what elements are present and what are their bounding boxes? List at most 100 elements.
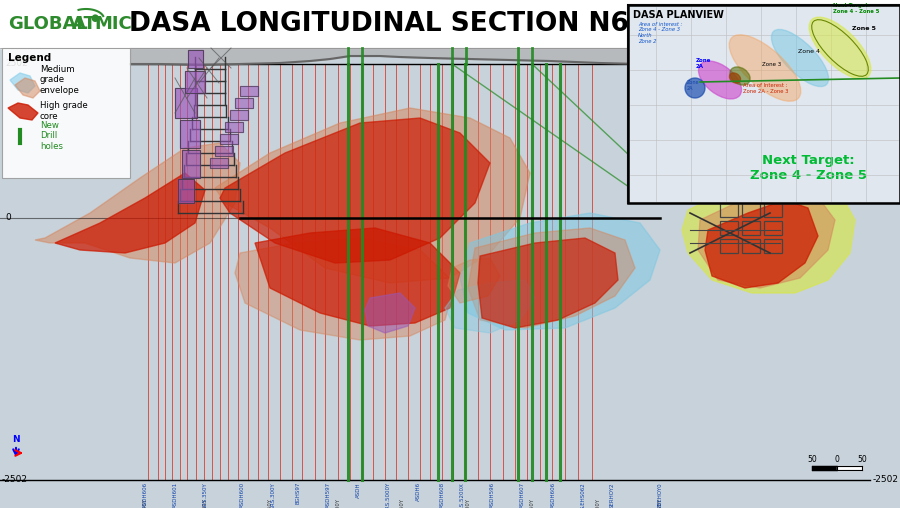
Text: ●: ● xyxy=(90,13,98,23)
Bar xyxy=(742,221,760,235)
Text: ASDH600: ASDH600 xyxy=(239,482,245,508)
Text: ASDH6: ASDH6 xyxy=(416,482,420,501)
Text: 359,750Y: 359,750Y xyxy=(400,498,404,508)
Bar xyxy=(742,239,760,253)
Polygon shape xyxy=(705,200,818,288)
Bar xyxy=(210,158,228,168)
Bar xyxy=(0,0,170,48)
Text: 360,500Y: 360,500Y xyxy=(596,498,600,508)
Polygon shape xyxy=(15,78,40,98)
Text: Zone 4: Zone 4 xyxy=(798,49,820,54)
Ellipse shape xyxy=(729,73,741,83)
Bar xyxy=(180,120,200,148)
Bar xyxy=(742,203,760,217)
Polygon shape xyxy=(682,178,855,293)
Text: ASDH597: ASDH597 xyxy=(326,482,330,508)
Bar xyxy=(188,50,203,68)
Bar xyxy=(182,150,200,178)
Text: 50: 50 xyxy=(807,455,817,464)
Ellipse shape xyxy=(809,17,871,79)
Text: 359,250Y: 359,250Y xyxy=(267,498,273,508)
Text: High grade
core: High grade core xyxy=(40,101,88,121)
Polygon shape xyxy=(698,188,835,288)
Bar xyxy=(628,5,900,203)
Polygon shape xyxy=(445,280,535,333)
Text: N: N xyxy=(13,435,20,444)
Polygon shape xyxy=(235,238,455,340)
Text: 50: 50 xyxy=(857,455,867,464)
Text: DASA LONGITUDINAL SECTION N60: DASA LONGITUDINAL SECTION N60 xyxy=(129,11,647,37)
Bar xyxy=(720,203,738,217)
Polygon shape xyxy=(215,108,530,283)
Polygon shape xyxy=(35,143,240,263)
Bar xyxy=(240,86,258,96)
Bar xyxy=(764,185,782,199)
Text: ASDH: ASDH xyxy=(356,482,361,498)
Bar xyxy=(175,88,197,118)
Text: S.EHS062: S.EHS062 xyxy=(580,482,586,508)
Bar xyxy=(235,98,253,108)
Bar xyxy=(188,50,203,68)
Bar xyxy=(764,239,782,253)
Text: ZBEHOY0: ZBEHOY0 xyxy=(658,482,662,507)
Bar xyxy=(2,48,130,178)
Bar xyxy=(628,5,900,203)
Bar xyxy=(764,221,782,235)
Text: Zone
2A: Zone 2A xyxy=(696,58,711,69)
Text: -2502: -2502 xyxy=(873,475,899,485)
Bar xyxy=(225,122,243,132)
Bar xyxy=(240,86,258,96)
Text: DASA PLANVIEW: DASA PLANVIEW xyxy=(633,10,724,20)
Bar xyxy=(720,221,738,235)
Bar xyxy=(0,0,900,48)
Polygon shape xyxy=(365,293,415,333)
Polygon shape xyxy=(255,228,460,326)
Bar xyxy=(628,5,900,203)
Text: S.ARS.350Y: S.ARS.350Y xyxy=(202,482,208,508)
Ellipse shape xyxy=(729,35,801,101)
Bar xyxy=(182,150,200,178)
Bar xyxy=(215,146,233,156)
Text: New
Drill
holes: New Drill holes xyxy=(40,121,63,151)
Polygon shape xyxy=(55,173,205,253)
Text: 359,000Y: 359,000Y xyxy=(202,498,208,508)
Text: ASDH596: ASDH596 xyxy=(490,482,494,508)
Bar xyxy=(742,185,760,199)
Text: Area of interest :
Zone 4 - Zone 3
North
Zone 2: Area of interest : Zone 4 - Zone 3 North… xyxy=(638,22,682,44)
Polygon shape xyxy=(10,73,35,93)
Polygon shape xyxy=(460,213,660,330)
Bar xyxy=(175,88,197,118)
Polygon shape xyxy=(8,103,38,120)
Bar xyxy=(230,110,248,120)
Bar xyxy=(178,179,194,203)
Text: Area of Interest :
Zone 2A - Zone 3: Area of Interest : Zone 2A - Zone 3 xyxy=(743,83,788,94)
Text: Zone 3: Zone 3 xyxy=(762,62,781,67)
Bar xyxy=(764,203,782,217)
Text: Next Target:
Zone 4 - Zone 5: Next Target: Zone 4 - Zone 5 xyxy=(750,154,867,182)
Text: SERHOY2: SERHOY2 xyxy=(609,482,615,507)
Text: ASDH608: ASDH608 xyxy=(439,482,445,508)
Text: Legend: Legend xyxy=(8,53,51,63)
Bar xyxy=(235,98,253,108)
Bar xyxy=(178,179,194,203)
Bar xyxy=(210,158,228,168)
Bar xyxy=(180,120,200,148)
Text: Zone
2A: Zone 2A xyxy=(687,80,699,91)
Ellipse shape xyxy=(730,67,750,85)
Bar xyxy=(720,239,738,253)
Text: Zone 5: Zone 5 xyxy=(852,26,876,31)
Text: GLOBAL: GLOBAL xyxy=(8,15,88,33)
Polygon shape xyxy=(478,238,618,328)
Bar xyxy=(220,134,238,144)
Polygon shape xyxy=(220,118,490,263)
Text: 360,000Y: 360,000Y xyxy=(465,498,471,508)
Bar xyxy=(720,185,738,199)
Text: AT: AT xyxy=(72,15,97,33)
Text: 358,750Y: 358,750Y xyxy=(142,498,148,508)
Polygon shape xyxy=(448,258,500,303)
Text: Next Target:
Zone 4 - Zone 5: Next Target: Zone 4 - Zone 5 xyxy=(833,3,879,14)
Text: S.ARS.5200X: S.ARS.5200X xyxy=(460,482,464,508)
Text: 2502: 2502 xyxy=(873,59,896,69)
Text: 2502: 2502 xyxy=(5,59,28,69)
Text: 360,750Y: 360,750Y xyxy=(658,498,662,508)
